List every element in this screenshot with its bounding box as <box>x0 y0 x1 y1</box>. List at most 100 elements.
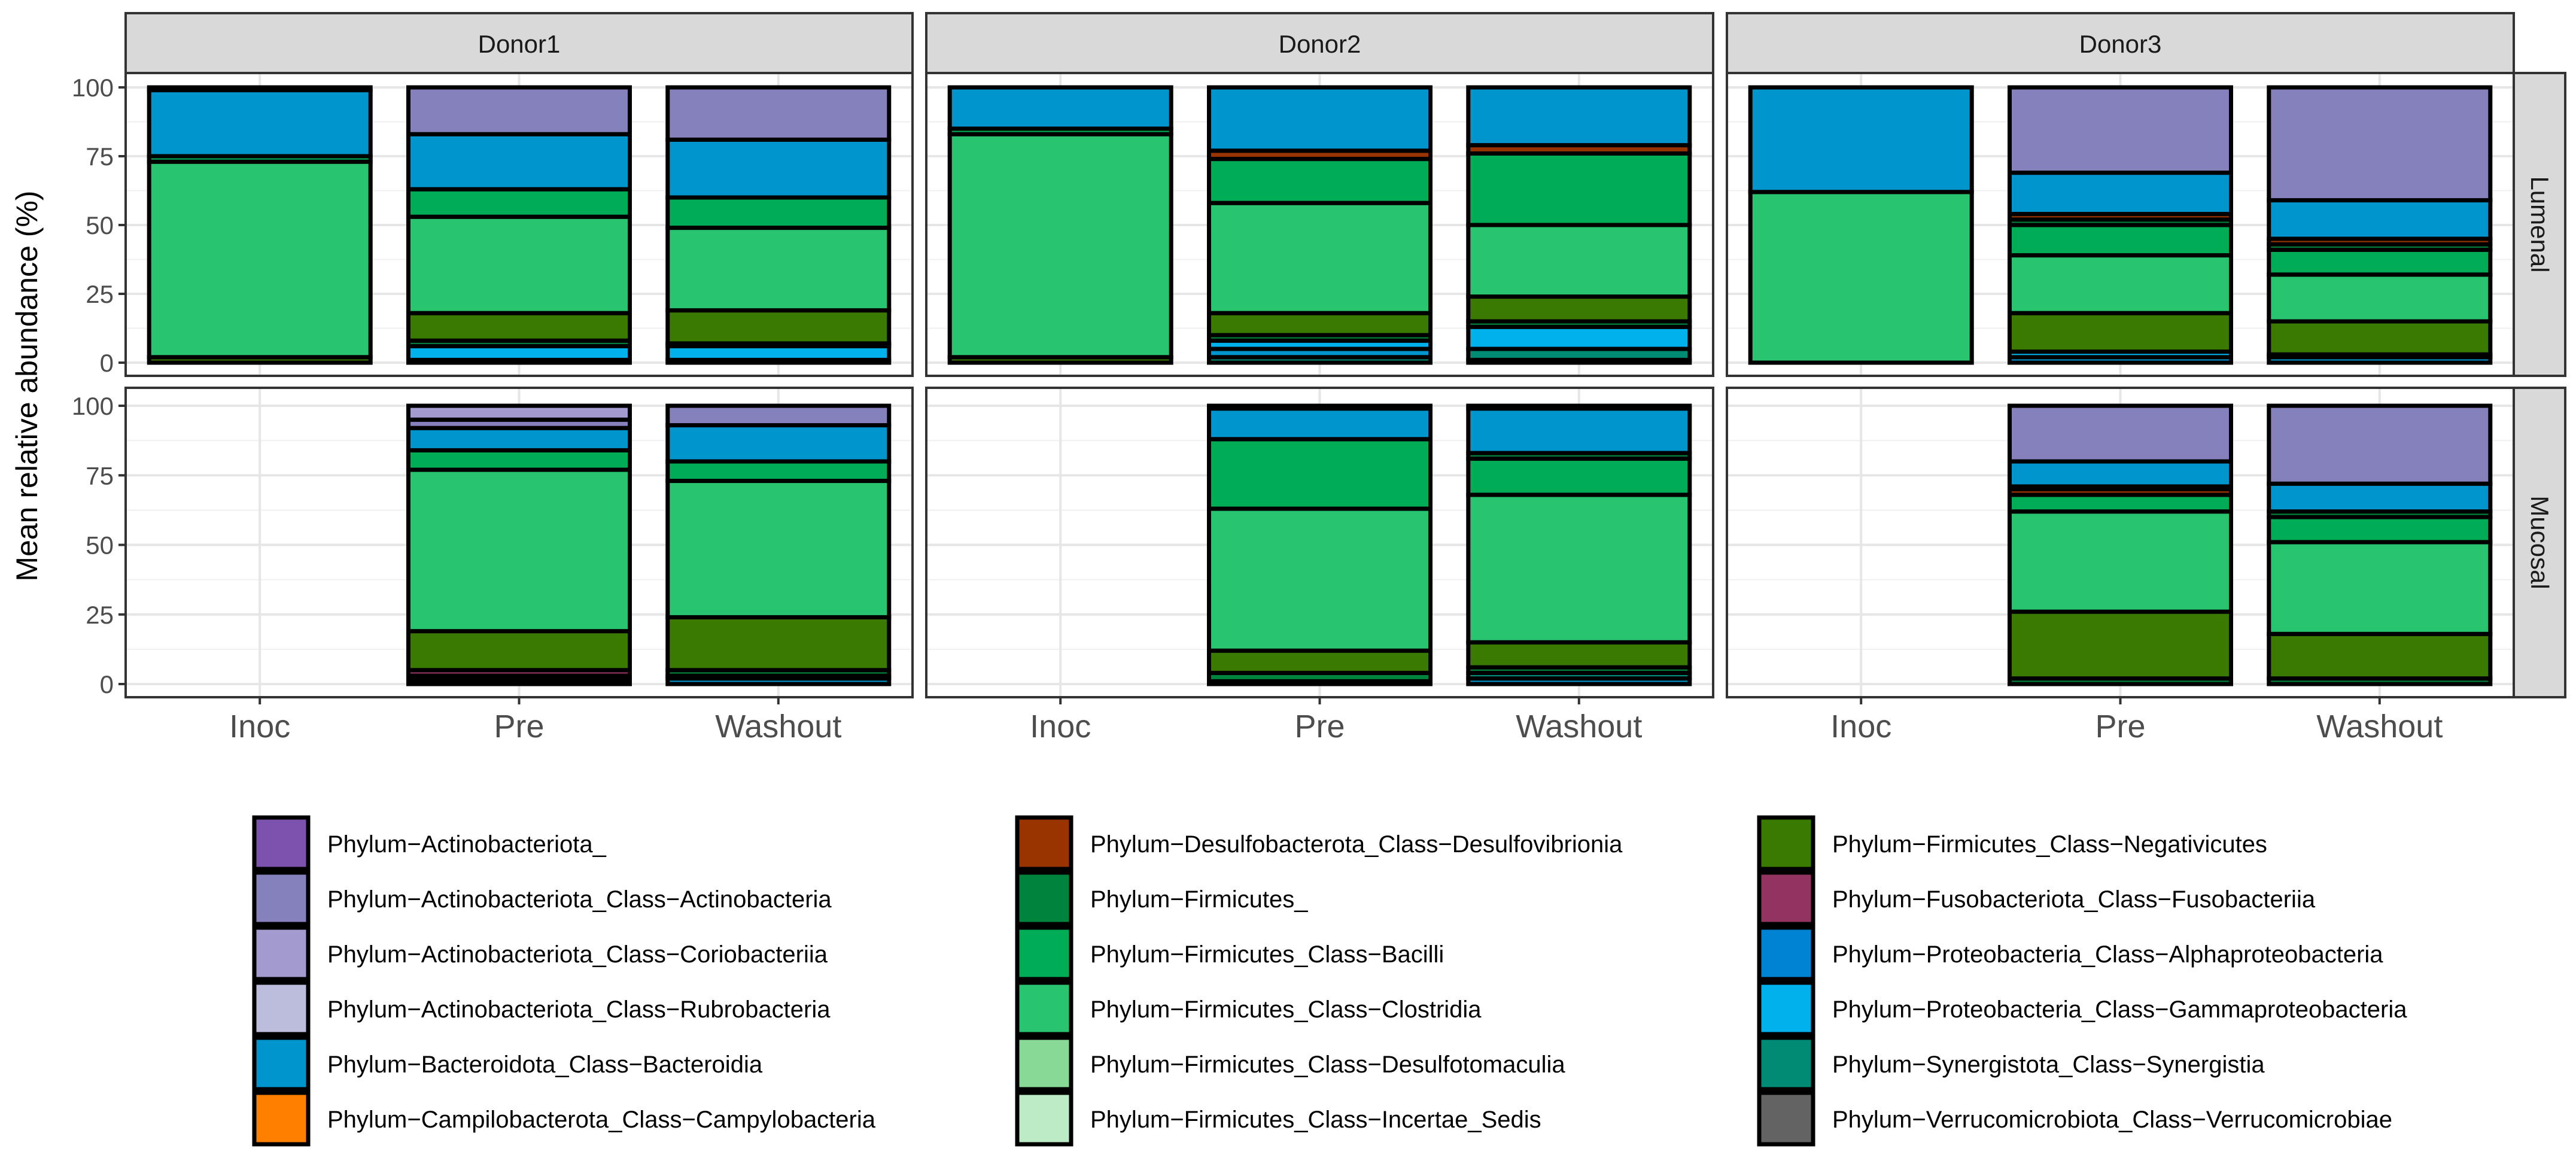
legend-item-phylum-actinobacteriota-class-actinobacteria: Phylum−Actinobacteriota_Class−Actinobact… <box>252 870 832 926</box>
bar-segment-phylum-firmicutes-class-negativicutes <box>1207 311 1433 338</box>
legend-label: Phylum−Synergistota_Class−Synergistia <box>1832 1052 2265 1078</box>
legend-label: Phylum−Actinobacteriota_Class−Coriobacte… <box>327 941 828 968</box>
bar-segment-phylum-desulfobacterota-class-desulfovibrionia <box>1466 403 1692 411</box>
facet-panels: Donor1 Donor2 Donor3 Lumenal Mucosal 0 25 50 75 1… <box>72 12 2566 744</box>
bar-segment-phylum-firmicutes-class-bacilli <box>2267 247 2493 277</box>
legend-item-phylum-campilobacterota-class-campylobacteria: Phylum−Campilobacterota_Class−Campylobac… <box>252 1090 876 1147</box>
legend-label: Phylum−Actinobacteriota_ <box>327 831 607 858</box>
panel-lumenal-donor3 <box>1726 72 2515 377</box>
legend-label: Phylum−Firmicutes_Class−Negativicutes <box>1832 831 2267 858</box>
x-tick-label-pre: Pre <box>494 709 544 744</box>
bar-inoc <box>147 85 373 365</box>
bar-segment-phylum-firmicutes-class-clostridia <box>947 132 1173 360</box>
bar-segment-phylum-actinobacteriota-class-actinobacteria <box>2267 403 2493 486</box>
legend-label: Phylum−Desulfobacterota_Class−Desulfovib… <box>1090 831 1623 858</box>
legend-item-phylum-firmicutes-class-clostridia: Phylum−Firmicutes_Class−Clostridia <box>1015 980 1482 1037</box>
x-tick-label-washout: Washout <box>1516 709 1642 744</box>
bar-segment-phylum-bacteroidota-class-bacteroidia <box>1207 85 1433 153</box>
bar-segment-phylum-actinobacteriota-class-coriobacteriia <box>406 403 632 422</box>
bar-pre <box>1207 85 1433 365</box>
bar-segment-phylum-desulfobacterota-class-desulfovibrionia <box>147 85 373 93</box>
bar-segment-phylum-firmicutes-class-negativicutes <box>665 615 892 673</box>
y-tick-label: 50 <box>86 531 114 560</box>
legend-key <box>1757 870 1815 926</box>
legend-label: Phylum−Firmicutes_Class−Incertae_Sedis <box>1090 1107 1541 1133</box>
legend-label: Phylum−Proteobacteria_Class−Gammaproteob… <box>1832 996 2407 1023</box>
legend-key <box>1015 1035 1073 1092</box>
bar-segment-phylum-bacteroidota-class-bacteroidia <box>2267 481 2493 514</box>
y-tick-label: 0 <box>100 349 114 377</box>
bar-pre <box>406 85 632 365</box>
legend-item-phylum-firmicutes-class-incertae-sedis: Phylum−Firmicutes_Class−Incertae_Sedis <box>1015 1090 1541 1147</box>
y-tick-label: 25 <box>86 280 114 308</box>
panel-mucosal-donor2: Inoc Pre Washout <box>925 387 1714 744</box>
legend-key <box>1015 925 1073 981</box>
bar-segment-phylum-firmicutes-class-clostridia <box>1466 493 1692 645</box>
legend-label: Phylum−Actinobacteriota_Class−Rubrobacte… <box>327 996 831 1023</box>
legend-item-phylum-firmicutes-class-desulfotomaculia: Phylum−Firmicutes_Class−Desulfotomaculia <box>1015 1035 1565 1092</box>
bar-washout <box>2267 85 2493 365</box>
legend-key <box>1015 870 1073 926</box>
bar-segment-phylum-firmicutes-class-bacilli <box>2267 515 2493 545</box>
bar-segment-phylum-bacteroidota-class-bacteroidia <box>1207 406 1433 442</box>
bar-segment-phylum-bacteroidota-class-bacteroidia <box>1466 85 1692 148</box>
legend-item-phylum-firmicutes-class-negativicutes: Phylum−Firmicutes_Class−Negativicutes <box>1757 815 2267 871</box>
legend-key <box>252 1090 311 1147</box>
bar-segment-phylum-actinobacteriota-class-actinobacteria <box>2267 85 2493 203</box>
legend-item-phylum-bacteroidota-class-bacteroidia: Phylum−Bacteroidota_Class−Bacteroidia <box>252 1035 763 1092</box>
legend-key <box>1015 980 1073 1037</box>
bar-segment-phylum-firmicutes-class-bacilli <box>1207 437 1433 511</box>
bar-segment-phylum-firmicutes-class-negativicutes <box>665 308 892 346</box>
bar-washout <box>2267 403 2493 686</box>
legend-item-phylum-firmicutes: Phylum−Firmicutes_ <box>1015 870 1308 926</box>
bar-segment-phylum-firmicutes-class-clostridia <box>2008 253 2233 315</box>
y-tick-label: 75 <box>86 142 114 171</box>
bar-segment-phylum-actinobacteriota-class-actinobacteria <box>2008 85 2233 175</box>
bar-segment-phylum-proteobacteria-class-gammaproteobacteria <box>1466 324 1692 351</box>
bar-pre <box>2008 85 2233 365</box>
bar-segment-phylum-firmicutes-class-bacilli <box>406 448 632 472</box>
bar-segment-phylum-bacteroidota-class-bacteroidia <box>947 85 1173 131</box>
bar-segment-phylum-bacteroidota-class-bacteroidia <box>2008 459 2233 489</box>
bar-washout <box>665 85 892 365</box>
bar-segment-phylum-firmicutes-class-clostridia <box>406 467 632 634</box>
bar-washout <box>1466 85 1692 365</box>
bar-inoc <box>1748 85 1974 365</box>
y-tick-label: 75 <box>86 461 114 490</box>
legend-key <box>1757 815 1815 871</box>
legend-key <box>1757 1035 1815 1092</box>
legend-label: Phylum−Campilobacterota_Class−Campylobac… <box>327 1107 876 1133</box>
bar-segment-phylum-actinobacteriota-class-actinobacteria <box>406 85 632 136</box>
strip-label-donor2: Donor2 <box>1279 30 1361 58</box>
legend-label: Phylum−Firmicutes_Class−Bacilli <box>1090 941 1444 968</box>
bar-inoc <box>947 85 1173 365</box>
bar-segment-phylum-firmicutes-class-bacilli <box>2008 223 2233 258</box>
legend-item-phylum-actinobacteriota: Phylum−Actinobacteriota_ <box>252 815 607 871</box>
legend-item-phylum-firmicutes-class-bacilli: Phylum−Firmicutes_Class−Bacilli <box>1015 925 1444 981</box>
y-tick-label: 0 <box>100 670 114 698</box>
bar-segment-phylum-firmicutes-class-bacilli <box>1466 456 1692 497</box>
legend-item-phylum-desulfobacterota-class-desulfovibrionia: Phylum−Desulfobacterota_Class−Desulfovib… <box>1015 815 1623 871</box>
legend-key <box>252 925 311 981</box>
legend-label: Phylum−Fusobacteriota_Class−Fusobacterii… <box>1832 886 2316 913</box>
strip-label-donor1: Donor1 <box>478 30 561 58</box>
bar-pre <box>406 403 632 686</box>
legend-key <box>252 1035 311 1092</box>
bar-segment-phylum-actinobacteriota-class-actinobacteria <box>665 85 892 142</box>
legend-label: Phylum−Bacteroidota_Class−Bacteroidia <box>327 1052 763 1078</box>
legend-label: Phylum−Verrucomicrobiota_Class−Verrucomi… <box>1832 1107 2392 1133</box>
bar-segment-phylum-bacteroidota-class-bacteroidia <box>1748 85 1974 195</box>
bar-segment-phylum-firmicutes-class-clostridia <box>406 214 632 315</box>
bar-segment-phylum-firmicutes-class-negativicutes <box>2008 609 2233 681</box>
panel-border <box>1726 72 2515 377</box>
y-tick-label: 25 <box>86 601 114 629</box>
strip-label-mucosal: Mucosal <box>2526 496 2554 589</box>
bar-segment-phylum-bacteroidota-class-bacteroidia <box>2008 171 2233 217</box>
bar-segment-phylum-firmicutes-class-negativicutes <box>1466 294 1692 324</box>
legend-item-phylum-fusobacteriota-class-fusobacteriia: Phylum−Fusobacteriota_Class−Fusobacterii… <box>1757 870 2316 926</box>
legend-key <box>252 815 311 871</box>
x-tick-label-washout: Washout <box>2316 709 2443 744</box>
x-tick-label-pre: Pre <box>2095 709 2145 744</box>
strip-donor2 <box>925 12 1714 74</box>
strip-label-donor3: Donor3 <box>2079 30 2162 58</box>
